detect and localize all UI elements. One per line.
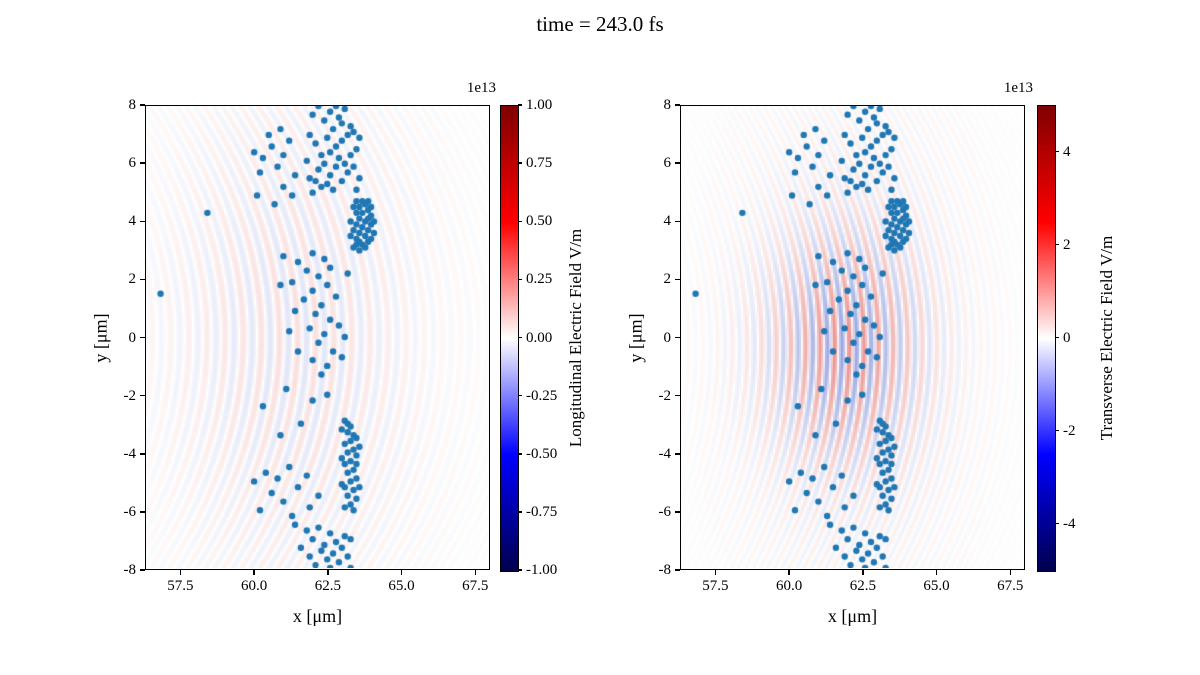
y-tick-label: -2: [123, 387, 137, 404]
colorbar-tick-label: 1.00: [526, 97, 553, 113]
x-axis-label-left: x [μm]: [292, 606, 343, 626]
colorbar-tick-label: 0.50: [526, 213, 553, 230]
y-tick-mark: [675, 104, 680, 106]
colorbar-tick-label: -1.00: [526, 562, 558, 578]
colorbar-tick-mark: [1055, 150, 1059, 153]
y-tick-label: 8: [663, 97, 672, 113]
colorbar-tick-label: -0.25: [526, 387, 558, 404]
x-tick-mark: [935, 570, 938, 575]
y-tick-label: -6: [658, 503, 672, 520]
y-tick-mark: [675, 220, 680, 222]
y-tick-label: 0: [663, 329, 672, 346]
y-tick-mark: [140, 569, 145, 571]
y-tick-label: -2: [658, 387, 672, 404]
colorbar-tick-mark: [1055, 243, 1059, 246]
colorbar-tick-label: -2: [1063, 422, 1076, 439]
colorbar-tick-label: 0.25: [526, 271, 553, 288]
figure-title: time = 243.0 fs: [536, 12, 664, 36]
colorbar-tick-label: 0: [1063, 329, 1071, 346]
transverse-field-scatter-canvas: [681, 106, 1023, 568]
y-tick-mark: [140, 162, 145, 164]
y-tick-label: 2: [663, 271, 672, 288]
y-tick-label: -6: [123, 503, 137, 520]
colorbar-tick-label: -0.50: [526, 445, 558, 462]
x-axis-label-right: x [μm]: [827, 606, 878, 626]
colorbar-tick-label: -4: [1063, 515, 1076, 532]
y-tick-mark: [140, 453, 145, 455]
colorbar-tick-mark: [518, 162, 522, 164]
colorbar-offset-right: 1e13: [1003, 80, 1033, 96]
y-tick-mark: [675, 453, 680, 455]
y-tick-mark: [675, 162, 680, 164]
y-tick-label: -8: [658, 562, 672, 578]
y-tick-label: 8: [128, 97, 137, 113]
y-tick-mark: [675, 511, 680, 513]
y-tick-label: 2: [128, 271, 137, 288]
y-tick-label: -4: [658, 445, 672, 462]
x-tick-label: 65.0: [388, 578, 415, 594]
x-tick-label: 60.0: [240, 578, 268, 594]
longitudinal-field-scatter-canvas: [146, 106, 488, 568]
colorbar-tick-label: 4: [1063, 143, 1071, 160]
colorbar-offset-left: 1e13: [466, 80, 496, 96]
colorbar-tick-label: 2: [1063, 236, 1071, 253]
colorbar-tick-mark: [518, 453, 522, 455]
y-tick-mark: [675, 278, 680, 281]
y-tick-mark: [675, 336, 680, 339]
axes-transverse: [680, 105, 1025, 570]
y-tick-mark: [140, 336, 145, 339]
y-tick-label: 6: [128, 155, 137, 172]
colorbar-tick-label: 0.75: [526, 155, 553, 172]
x-tick-label: 57.5: [167, 578, 194, 594]
y-tick-mark: [675, 394, 680, 397]
x-tick-label: 60.0: [775, 578, 803, 594]
y-tick-label: -8: [123, 562, 137, 578]
colorbar-tick-mark: [1055, 336, 1059, 339]
y-tick-label: 4: [128, 213, 137, 230]
colorbar-tick-mark: [518, 220, 522, 222]
colorbar-transverse: [1037, 105, 1056, 572]
y-tick-mark: [140, 220, 145, 222]
x-tick-mark: [862, 570, 864, 575]
x-tick-mark: [714, 570, 717, 575]
colorbar-tick-mark: [518, 336, 522, 339]
colorbar-tick-mark: [518, 394, 522, 397]
x-tick-label: 65.0: [923, 578, 950, 594]
y-tick-mark: [140, 511, 145, 513]
axes-longitudinal: [145, 105, 490, 570]
x-tick-label: 57.5: [702, 578, 729, 594]
colorbar-longitudinal: [500, 105, 519, 572]
x-tick-label: 62.5: [849, 578, 876, 594]
x-tick-mark: [179, 570, 182, 575]
colorbar-tick-mark: [518, 569, 522, 571]
y-tick-label: -4: [123, 445, 137, 462]
x-tick-label: 62.5: [314, 578, 341, 594]
x-tick-mark: [1009, 570, 1011, 575]
y-tick-label: 0: [128, 329, 137, 346]
y-tick-mark: [675, 569, 680, 571]
y-tick-label: 4: [663, 213, 672, 230]
colorbar-tick-mark: [518, 511, 522, 513]
x-tick-mark: [474, 570, 476, 575]
colorbar-tick-label: -0.75: [526, 503, 558, 520]
colorbar-tick-mark: [1055, 429, 1059, 432]
x-tick-label: 67.5: [997, 578, 1024, 594]
x-tick-mark: [327, 570, 329, 575]
colorbar-tick-mark: [518, 278, 522, 281]
x-tick-mark: [253, 570, 255, 575]
y-tick-mark: [140, 278, 145, 281]
colorbar-tick-mark: [1055, 522, 1059, 525]
x-tick-mark: [788, 570, 790, 575]
y-tick-label: 6: [663, 155, 672, 172]
y-tick-mark: [140, 394, 145, 397]
colorbar-tick-mark: [518, 104, 522, 106]
colorbar-tick-label: 0.00: [526, 329, 553, 346]
y-tick-mark: [140, 104, 145, 106]
x-tick-mark: [400, 570, 403, 575]
x-tick-label: 67.5: [462, 578, 489, 594]
